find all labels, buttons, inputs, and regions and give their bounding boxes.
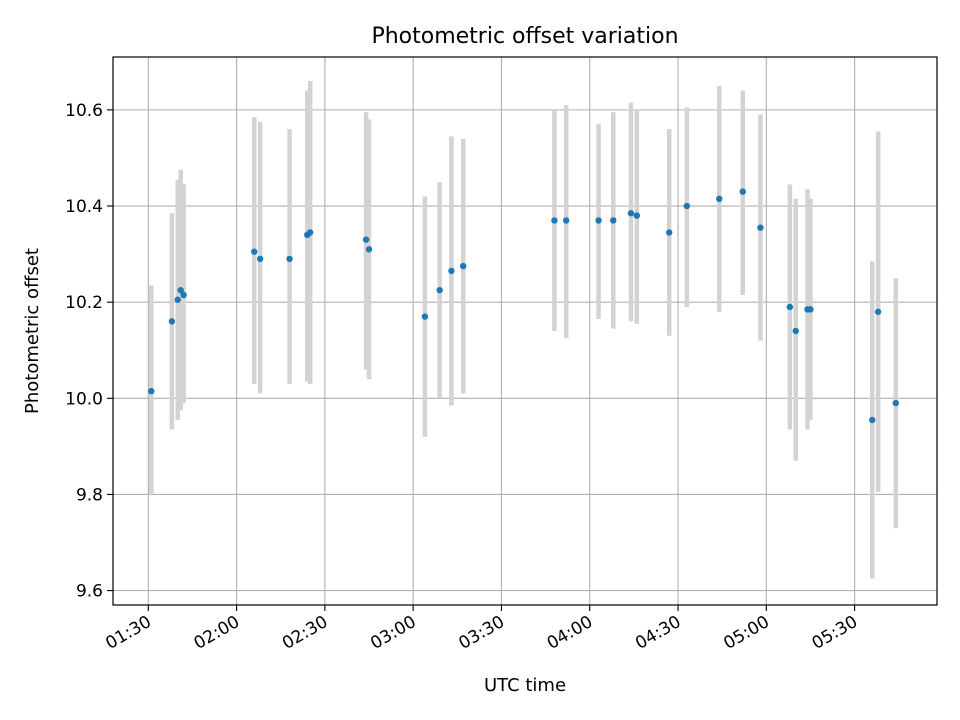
data-point: [448, 267, 455, 275]
data-point: [610, 217, 617, 224]
data-point: [251, 248, 258, 255]
y-tick-label: 10.0: [65, 389, 103, 409]
data-point: [551, 217, 558, 224]
data-point: [362, 236, 370, 243]
data-point: [286, 255, 293, 263]
data-point: [168, 318, 176, 325]
data-point: [633, 212, 641, 219]
data-point: [739, 188, 746, 195]
data-point: [786, 303, 794, 311]
plot-frame: [112, 56, 938, 606]
grid-layer: [113, 57, 937, 605]
x-axis-label: UTC time: [484, 675, 566, 696]
data-point: [874, 308, 882, 315]
data-point: [892, 399, 899, 407]
y-tick-label: 10.6: [65, 101, 103, 121]
data-point: [148, 387, 155, 395]
data-point: [683, 202, 691, 210]
data-point: [595, 217, 602, 224]
y-tick-label: 10.2: [65, 293, 103, 313]
y-tick-label: 9.6: [76, 582, 103, 602]
data-point: [365, 246, 373, 253]
data-point: [627, 210, 635, 217]
data-point: [460, 262, 467, 270]
chart-title: Photometric offset variation: [371, 24, 678, 49]
data-point: [256, 255, 264, 263]
y-tick-label: 9.8: [76, 485, 103, 505]
data-point: [180, 291, 187, 299]
data-point: [757, 224, 764, 231]
data-point: [807, 306, 814, 313]
point-layer: [148, 188, 899, 424]
data-point: [436, 286, 443, 294]
data-point: [792, 327, 799, 335]
data-point: [666, 229, 673, 236]
data-point: [716, 195, 723, 203]
data-point: [306, 229, 314, 236]
y-axis-label: Photometric offset: [22, 248, 43, 414]
data-point: [174, 296, 181, 303]
y-tick-label: 10.4: [65, 197, 103, 217]
data-point: [421, 313, 429, 320]
data-point: [563, 217, 570, 224]
data-point: [869, 416, 876, 424]
data-point: [177, 286, 184, 294]
